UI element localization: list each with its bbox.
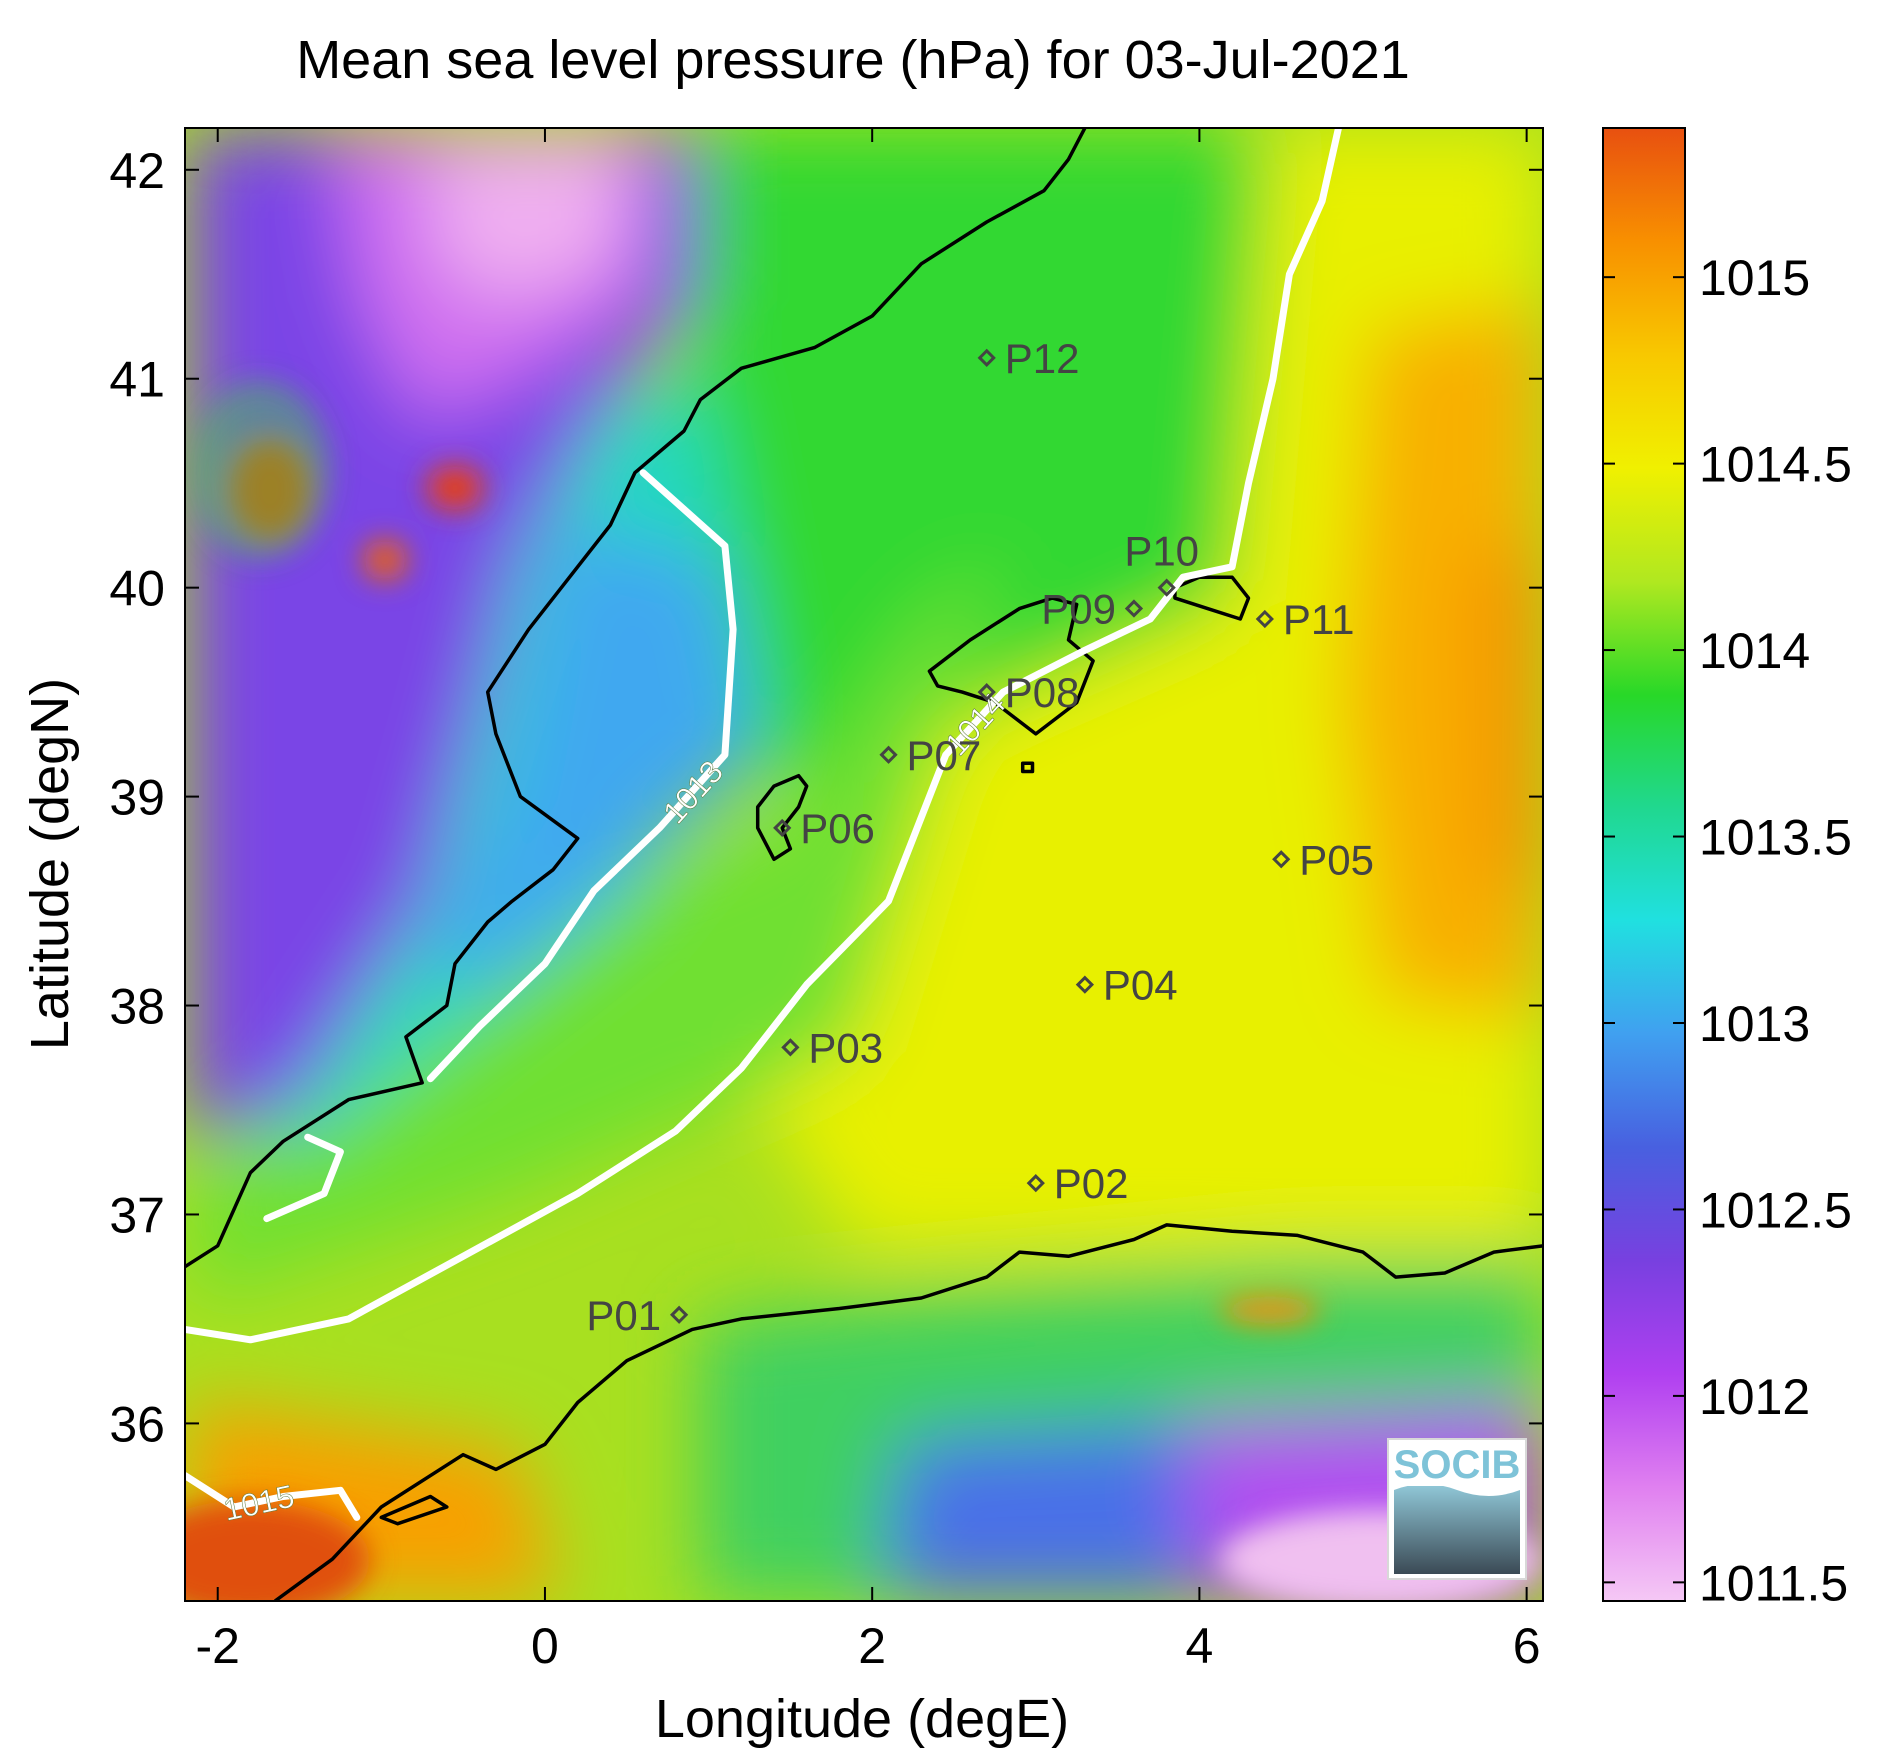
station-label-p01: P01 <box>586 1292 661 1339</box>
x-tick-label: 4 <box>1186 1618 1214 1674</box>
field-land-pink <box>430 140 620 300</box>
colorbar-tick-label: 1014.5 <box>1699 437 1852 493</box>
logo-gradient <box>1394 1486 1520 1574</box>
station-marker-p03 <box>781 1038 800 1057</box>
chart-title: Mean sea level pressure (hPa) for 03-Jul… <box>296 30 1410 90</box>
colorbar-tick-label: 1013.5 <box>1699 810 1852 866</box>
x-tick-label: 2 <box>858 1618 886 1674</box>
station-marker-p11 <box>1255 609 1274 629</box>
station-label-p02: P02 <box>1054 1160 1129 1207</box>
station-label-p03: P03 <box>808 1024 883 1071</box>
colorbar-tick-label: 1012 <box>1699 1369 1810 1425</box>
socib-logo: SOCIB <box>1387 1438 1527 1580</box>
x-axis-label: Longitude (degE) <box>655 1689 1069 1749</box>
station-label-p08: P08 <box>1005 669 1080 716</box>
coastline-cabrera <box>1020 761 1035 774</box>
y-tick-label: 41 <box>109 352 165 408</box>
y-tick-label: 36 <box>109 1396 165 1452</box>
coastline-menorca <box>1173 575 1251 621</box>
contour-1013-0 <box>426 469 737 1083</box>
contour-1013-1 <box>263 1133 344 1223</box>
field-hotspot-3 <box>363 540 407 580</box>
coastline-iberia <box>185 128 1087 1269</box>
field-sw-red <box>185 1500 370 1601</box>
y-axis-label: Latitude (degN) <box>20 678 80 1050</box>
station-label-p12: P12 <box>1005 335 1080 382</box>
station-marker-p06 <box>773 818 792 838</box>
station-marker-p05 <box>1272 850 1291 869</box>
colorbar-tick-label: 1013 <box>1699 996 1810 1052</box>
colorbar-tick-label: 1015 <box>1699 250 1810 306</box>
contour-1015-3 <box>185 1472 361 1521</box>
colorbar-tick-label: 1011.5 <box>1699 1555 1848 1611</box>
station-label-p05: P05 <box>1299 836 1374 883</box>
colorbar-gradient <box>1602 127 1686 1602</box>
coastline-north-africa <box>273 1223 1543 1601</box>
y-tick-label: 38 <box>109 979 165 1035</box>
y-tick-label: 39 <box>109 770 165 826</box>
logo-wave <box>1394 1484 1520 1496</box>
station-label-p07: P07 <box>907 732 982 779</box>
x-tick-label: 0 <box>531 1618 559 1674</box>
colorbar-ticks: 1011.5 1012 1012.5 1013 1013.5 1014 1014.5 1015 <box>1603 250 1852 1611</box>
y-tick-label: 37 <box>109 1187 165 1243</box>
contour-1014-2 <box>185 128 1342 1344</box>
field-hotspot-2 <box>427 466 483 510</box>
y-tick-label: 40 <box>109 561 165 617</box>
logo-text: SOCIB <box>1394 1443 1521 1487</box>
station-marker-p04 <box>1075 975 1095 994</box>
y-axis: 36 37 38 39 40 41 42 <box>109 143 1543 1452</box>
coastlines <box>185 128 1543 1601</box>
plot-frame <box>184 127 1544 1602</box>
field-africa-orange <box>1220 1296 1320 1324</box>
coastline-mallorca <box>927 596 1095 736</box>
station-marker-p09 <box>1124 599 1144 618</box>
colorbar-tick-label: 1012.5 <box>1699 1182 1852 1238</box>
station-label-p10: P10 <box>1124 528 1199 575</box>
coastline-alboran <box>379 1494 449 1526</box>
station-label-p06: P06 <box>800 805 875 852</box>
field-east-yellow <box>760 128 1543 1250</box>
colorbar-tick-label: 1014 <box>1699 623 1810 679</box>
station-label-p04: P04 <box>1103 962 1178 1009</box>
x-tick-label: -2 <box>195 1618 239 1674</box>
station-marker-p01 <box>669 1305 689 1324</box>
station-marker-p02 <box>1026 1174 1045 1193</box>
station-marker-p10 <box>1157 578 1176 597</box>
field-blue-pool <box>430 520 760 1000</box>
station-marker-p07 <box>879 745 898 764</box>
x-tick-label: 6 <box>1513 1618 1541 1674</box>
station-label-p09: P09 <box>1041 586 1116 633</box>
station-label-p11: P11 <box>1283 596 1355 643</box>
y-tick-label: 42 <box>109 143 165 199</box>
station-marker-p12 <box>977 348 996 367</box>
field-land-purple <box>185 128 700 1150</box>
field-east-deep-orange <box>1470 540 1543 900</box>
x-axis: -2 0 2 4 6 <box>195 128 1541 1674</box>
field-hotspot-green <box>190 380 330 560</box>
station-marker-p08 <box>977 683 996 702</box>
coastline-ibiza <box>755 773 809 862</box>
colorbar: 1011.5 1012 1012.5 1013 1013.5 1014 1014.5 1015 <box>1602 127 1852 1611</box>
field-green-lower <box>185 560 1000 1300</box>
